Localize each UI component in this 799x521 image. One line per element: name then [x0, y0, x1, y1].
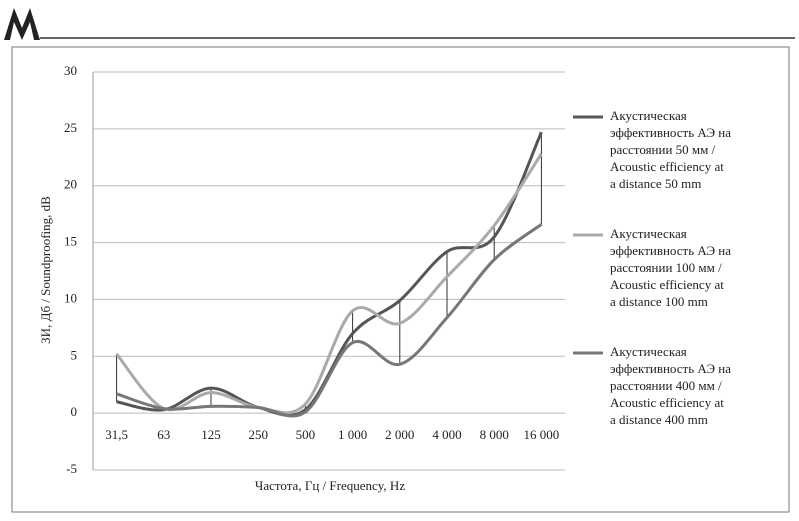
series-line [116, 131, 543, 417]
legend-label: Акустическая эффективность АЭ на расстояни… [610, 344, 731, 427]
y-tick-label: 25 [64, 120, 77, 135]
series-line [116, 223, 543, 418]
y-tick-label: 0 [71, 404, 78, 419]
y-tick-label: 15 [64, 234, 77, 249]
x-tick-label: 125 [201, 427, 221, 442]
y-axis-label: ЗИ, Дб / Soundproofing, dB [38, 196, 53, 344]
y-tick-label: 10 [64, 290, 77, 305]
x-tick-label: 4 000 [432, 427, 461, 442]
x-tick-label: 63 [157, 427, 170, 442]
x-axis-label: Частота, Гц / Frequency, Hz [255, 478, 405, 493]
x-tick-label: 16 000 [524, 427, 560, 442]
header [4, 8, 795, 40]
y-tick-label: 20 [64, 177, 77, 192]
x-tick-label: 500 [296, 427, 316, 442]
y-tick-label: 30 [64, 63, 77, 78]
x-tick-label: 1 000 [338, 427, 367, 442]
y-tick-label: -5 [66, 461, 77, 476]
y-tick-label: 5 [71, 347, 78, 362]
x-tick-label: 250 [248, 427, 268, 442]
legend-label: Акустическая эффективность АЭ на расстояни… [610, 108, 731, 191]
series-line [115, 153, 543, 415]
chart-frame [11, 46, 790, 513]
x-tick-label: 2 000 [385, 427, 414, 442]
legend-label: Акустическая эффективность АЭ на расстояни… [610, 226, 731, 309]
x-tick-label: 8 000 [480, 427, 509, 442]
x-tick-label: 31,5 [105, 427, 128, 442]
logo [4, 8, 40, 40]
